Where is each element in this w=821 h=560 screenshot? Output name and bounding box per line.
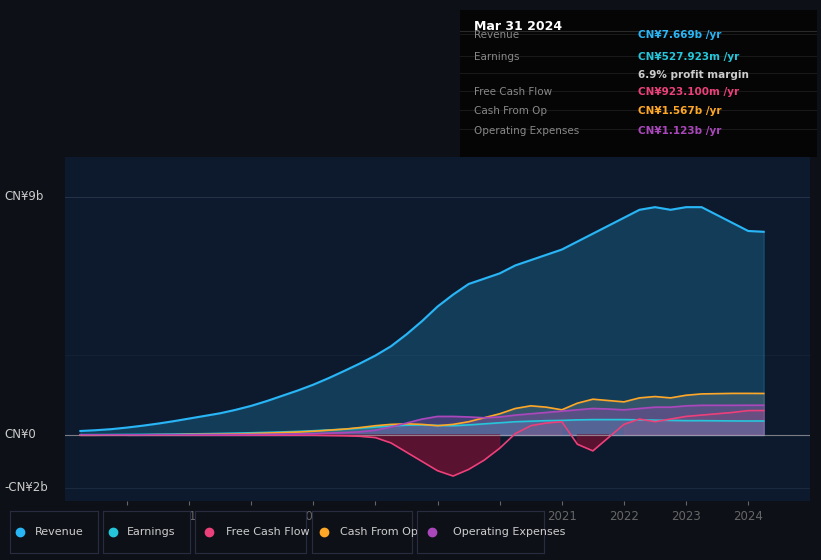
Text: CN¥9b: CN¥9b [4, 190, 44, 203]
Text: CN¥923.100m /yr: CN¥923.100m /yr [639, 87, 740, 97]
Text: CN¥527.923m /yr: CN¥527.923m /yr [639, 52, 740, 62]
Text: Revenue: Revenue [34, 528, 83, 537]
Text: -CN¥2b: -CN¥2b [4, 482, 48, 494]
Text: CN¥1.567b /yr: CN¥1.567b /yr [639, 106, 722, 116]
Text: CN¥0: CN¥0 [4, 428, 36, 441]
Text: Earnings: Earnings [474, 52, 520, 62]
Text: Operating Expenses: Operating Expenses [452, 528, 565, 537]
Text: Revenue: Revenue [474, 30, 519, 40]
Text: Free Cash Flow: Free Cash Flow [227, 528, 310, 537]
Text: 6.9% profit margin: 6.9% profit margin [639, 70, 750, 80]
Text: Earnings: Earnings [127, 528, 176, 537]
Text: Cash From Op: Cash From Op [474, 106, 547, 116]
Text: Cash From Op: Cash From Op [340, 528, 418, 537]
Text: CN¥1.123b /yr: CN¥1.123b /yr [639, 125, 722, 136]
Text: CN¥7.669b /yr: CN¥7.669b /yr [639, 30, 722, 40]
Text: Free Cash Flow: Free Cash Flow [474, 87, 553, 97]
Text: Operating Expenses: Operating Expenses [474, 125, 580, 136]
Text: Mar 31 2024: Mar 31 2024 [474, 20, 562, 34]
